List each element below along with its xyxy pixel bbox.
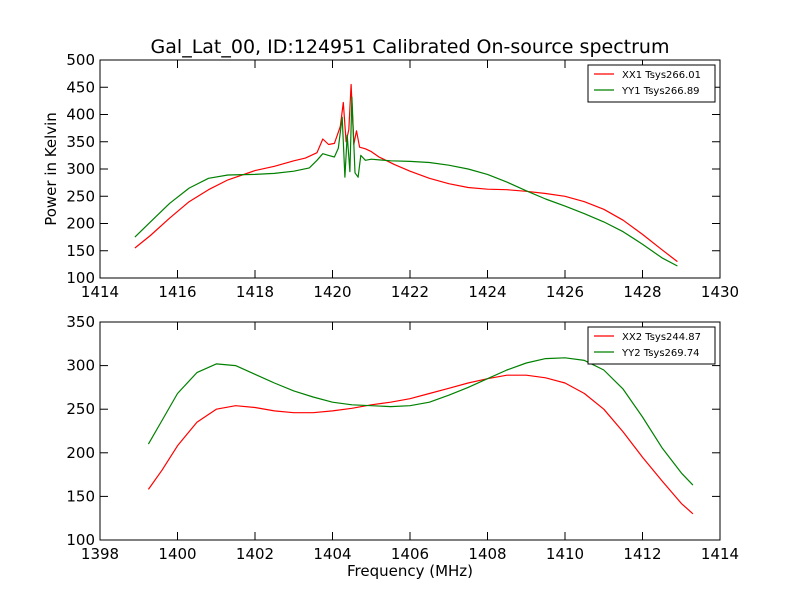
- bottom-ytick-label: 100: [66, 531, 95, 549]
- top-xtick-label: 1420: [313, 283, 351, 301]
- bottom-spectrum-plot: 1398 1400 1402 1404 1406 1408 1410 1412 1414 100 1…: [66, 313, 739, 580]
- bottom-ytick-label: 250: [66, 400, 95, 418]
- top-xtick-label: 1416: [158, 283, 196, 301]
- top-ytick-label: 450: [66, 78, 95, 96]
- top-ytick-label: 200: [66, 215, 95, 233]
- top-spectrum-plot: 1414 1416 1418 1420 1422 1424 1426 1428 1430 100 1…: [42, 51, 739, 301]
- top-xtick-label: 1428: [623, 283, 661, 301]
- top-ytick-label: 250: [66, 187, 95, 205]
- bottom-series-line-xx2: [147, 374, 694, 515]
- bottom-ytick-label: 300: [66, 357, 95, 375]
- top-series-line-yy1: [134, 96, 678, 267]
- top-legend-box: [587, 64, 716, 103]
- top-ytick-label: 500: [66, 51, 95, 69]
- bottom-plot-ticks: 1398 1400 1402 1404 1406 1408 1410 1412 1414 100 1…: [66, 313, 739, 563]
- bottom-legend-label-yy2: YY2 Tsys269.74: [621, 348, 700, 359]
- bottom-plot-xlabel: Frequency (MHz): [347, 562, 473, 580]
- bottom-xtick-label: 1400: [158, 545, 196, 563]
- bottom-legend-box: [587, 326, 716, 365]
- bottom-xtick-label: 1408: [468, 545, 506, 563]
- top-ytick-label: 400: [66, 106, 95, 124]
- bottom-xtick-label: 1402: [236, 545, 274, 563]
- top-xtick-label: 1414: [81, 283, 119, 301]
- top-series-line-xx1: [134, 83, 678, 263]
- bottom-series-line-yy2: [147, 357, 694, 486]
- top-ytick-label: 350: [66, 133, 95, 151]
- top-xtick-label: 1424: [468, 283, 506, 301]
- top-plot-series: [134, 83, 678, 267]
- bottom-xtick-label: 1414: [701, 545, 739, 563]
- bottom-legend-label-xx2: XX2 Tsys244.87: [622, 332, 701, 343]
- top-xtick-label: 1418: [236, 283, 274, 301]
- top-legend-label-yy1: YY1 Tsys266.89: [621, 86, 700, 97]
- bottom-xtick-label: 1398: [81, 545, 119, 563]
- top-xtick-label: 1430: [701, 283, 739, 301]
- top-ytick-label: 300: [66, 160, 95, 178]
- bottom-plot-series: [147, 357, 694, 515]
- top-legend-label-xx1: XX1 Tsys266.01: [622, 70, 701, 81]
- top-xtick-label: 1426: [546, 283, 584, 301]
- bottom-xtick-label: 1412: [623, 545, 661, 563]
- top-ytick-label: 100: [66, 269, 95, 287]
- figure-title: Gal_Lat_00, ID:124951 Calibrated On-sour…: [151, 36, 670, 58]
- bottom-ytick-label: 200: [66, 444, 95, 462]
- top-ytick-label: 150: [66, 242, 95, 260]
- bottom-ytick-label: 150: [66, 487, 95, 505]
- bottom-xtick-label: 1404: [313, 545, 351, 563]
- bottom-plot-legend: XX2 Tsys244.87 YY2 Tsys269.74: [587, 326, 716, 365]
- top-plot-ylabel: Power in Kelvin: [42, 112, 60, 226]
- bottom-xtick-label: 1406: [391, 545, 429, 563]
- top-plot-ticks: 1414 1416 1418 1420 1422 1424 1426 1428 1430 100 1…: [66, 51, 739, 301]
- top-xtick-label: 1422: [391, 283, 429, 301]
- top-plot-legend: XX1 Tsys266.01 YY1 Tsys266.89: [587, 64, 716, 103]
- bottom-ytick-label: 350: [66, 313, 95, 331]
- bottom-xtick-label: 1410: [546, 545, 584, 563]
